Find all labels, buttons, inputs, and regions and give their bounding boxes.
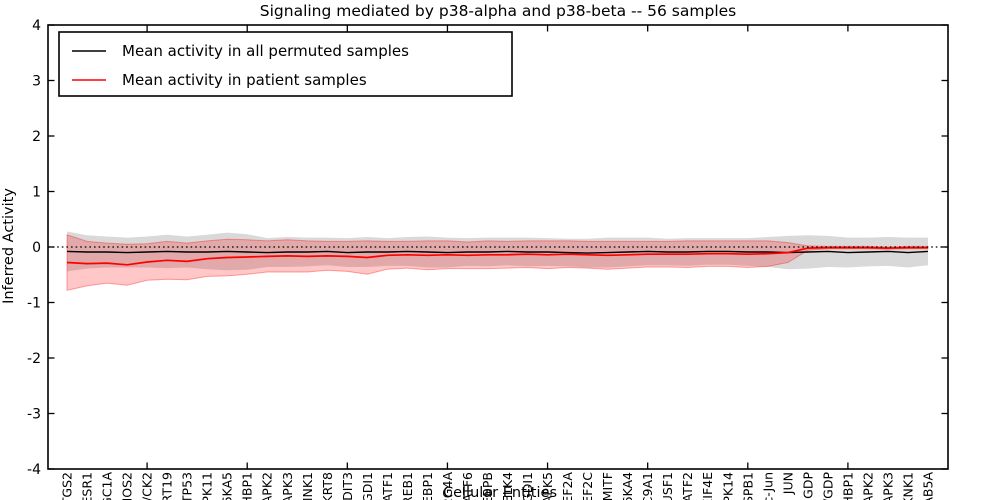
- x-tick-label: ATF2/c-Jun: [760, 472, 775, 500]
- x-tick-label: MEF2C: [580, 472, 595, 500]
- legend-label-permuted: Mean activity in all permuted samples: [122, 42, 409, 60]
- x-axis-label: Cellular Entities: [443, 485, 557, 500]
- x-tick-label: GDI1: [520, 472, 535, 500]
- x-tick-label: HSPB1: [740, 472, 755, 500]
- y-tick-label: -1: [27, 296, 41, 312]
- x-tick-label: KRT8: [320, 472, 335, 500]
- x-tick-label: NOS2: [120, 472, 135, 500]
- x-tick-label: PTGS2: [60, 472, 75, 500]
- x-tick-label: p38alpha-beta/MAPKAPK2: [260, 472, 275, 500]
- plot-area: 4 3 2 1 0 -1 -2 -3 -4 PTGS2 ESR1 PPARGC1A NOS2 p38alp…: [27, 18, 949, 500]
- x-tick-label: ATF2: [680, 472, 695, 500]
- x-tick-label: MAPK11: [200, 472, 215, 500]
- x-tick-label: DDIT3: [340, 472, 355, 500]
- x-tick-label: RPS6KA4: [620, 472, 635, 500]
- x-tick-label: EIF4EBP1: [420, 472, 435, 500]
- y-tick-label: -4: [27, 462, 41, 478]
- legend-box: [58, 31, 513, 97]
- y-tick-label: 3: [32, 74, 41, 90]
- x-tick-label: RAB5/GDP/GDI1: [360, 472, 375, 500]
- y-tick-label: 4: [32, 18, 41, 34]
- y-axis-label: Inferred Activity: [1, 188, 17, 304]
- x-tick-label: MITF: [600, 472, 615, 500]
- x-tick-label: USF1: [660, 472, 675, 500]
- x-tick-label: p38alpha-beta/HBP1: [240, 472, 255, 500]
- x-tick-label: JUN: [780, 472, 795, 495]
- x-tick-label: MEF2A: [560, 472, 575, 500]
- x-tick-label: RPS6KA5: [220, 472, 235, 500]
- x-tick-label: RAB5A: [921, 472, 936, 500]
- y-tick-label: -2: [27, 351, 41, 367]
- x-tick-label: PPARGC1A: [100, 472, 115, 500]
- x-tick-label: CREB1: [400, 472, 415, 500]
- x-tick-label: MAPKAPK5: [540, 472, 555, 500]
- x-tick-label: CEBPB: [480, 472, 495, 500]
- x-tick-label: SLC9A1: [640, 472, 655, 500]
- y-tick-label: 0: [32, 240, 41, 256]
- x-tick-label: MAPKAPK2: [860, 472, 875, 500]
- x-tick-label: mol:GDP: [800, 472, 815, 500]
- patient-mean-line: [66, 246, 928, 266]
- y-tick-label: 2: [32, 129, 41, 145]
- x-tick-label: ESR1: [80, 472, 95, 500]
- patient-std-band: [66, 234, 929, 291]
- x-tick-label: EIF4E: [700, 472, 715, 500]
- x-tick-label: MAPK14: [720, 472, 735, 500]
- x-tick-label: p38alpha-beta/MNK1: [300, 472, 315, 500]
- y-tick-label: 1: [32, 185, 41, 201]
- x-tick-label: ATF1: [380, 472, 395, 500]
- x-tick-label: KRT19: [160, 472, 175, 500]
- x-tick-label: HBP1: [840, 472, 855, 500]
- x-tick-label: RAB5/GDP: [820, 472, 835, 500]
- x-tick-label: TP53: [180, 472, 195, 500]
- x-tick-label: p38alpha-beta/CK2: [140, 472, 155, 500]
- x-tick-label: PLA2G4A: [440, 472, 455, 500]
- y-tick-label: -3: [27, 407, 41, 423]
- x-tick-label: ELK4: [500, 472, 515, 500]
- legend-label-patient: Mean activity in patient samples: [122, 71, 367, 89]
- x-tick-label: MAPKAPK3: [881, 472, 896, 500]
- x-tick-label: MKNK1: [901, 472, 916, 500]
- chart-title: Signaling mediated by p38-alpha and p38-…: [260, 2, 736, 20]
- x-tick-label: p38alpha-beta/MAPKAPK3: [280, 472, 295, 500]
- x-tick-label: ATF6: [460, 472, 475, 500]
- legend: Mean activity in all permuted samples Me…: [58, 31, 513, 97]
